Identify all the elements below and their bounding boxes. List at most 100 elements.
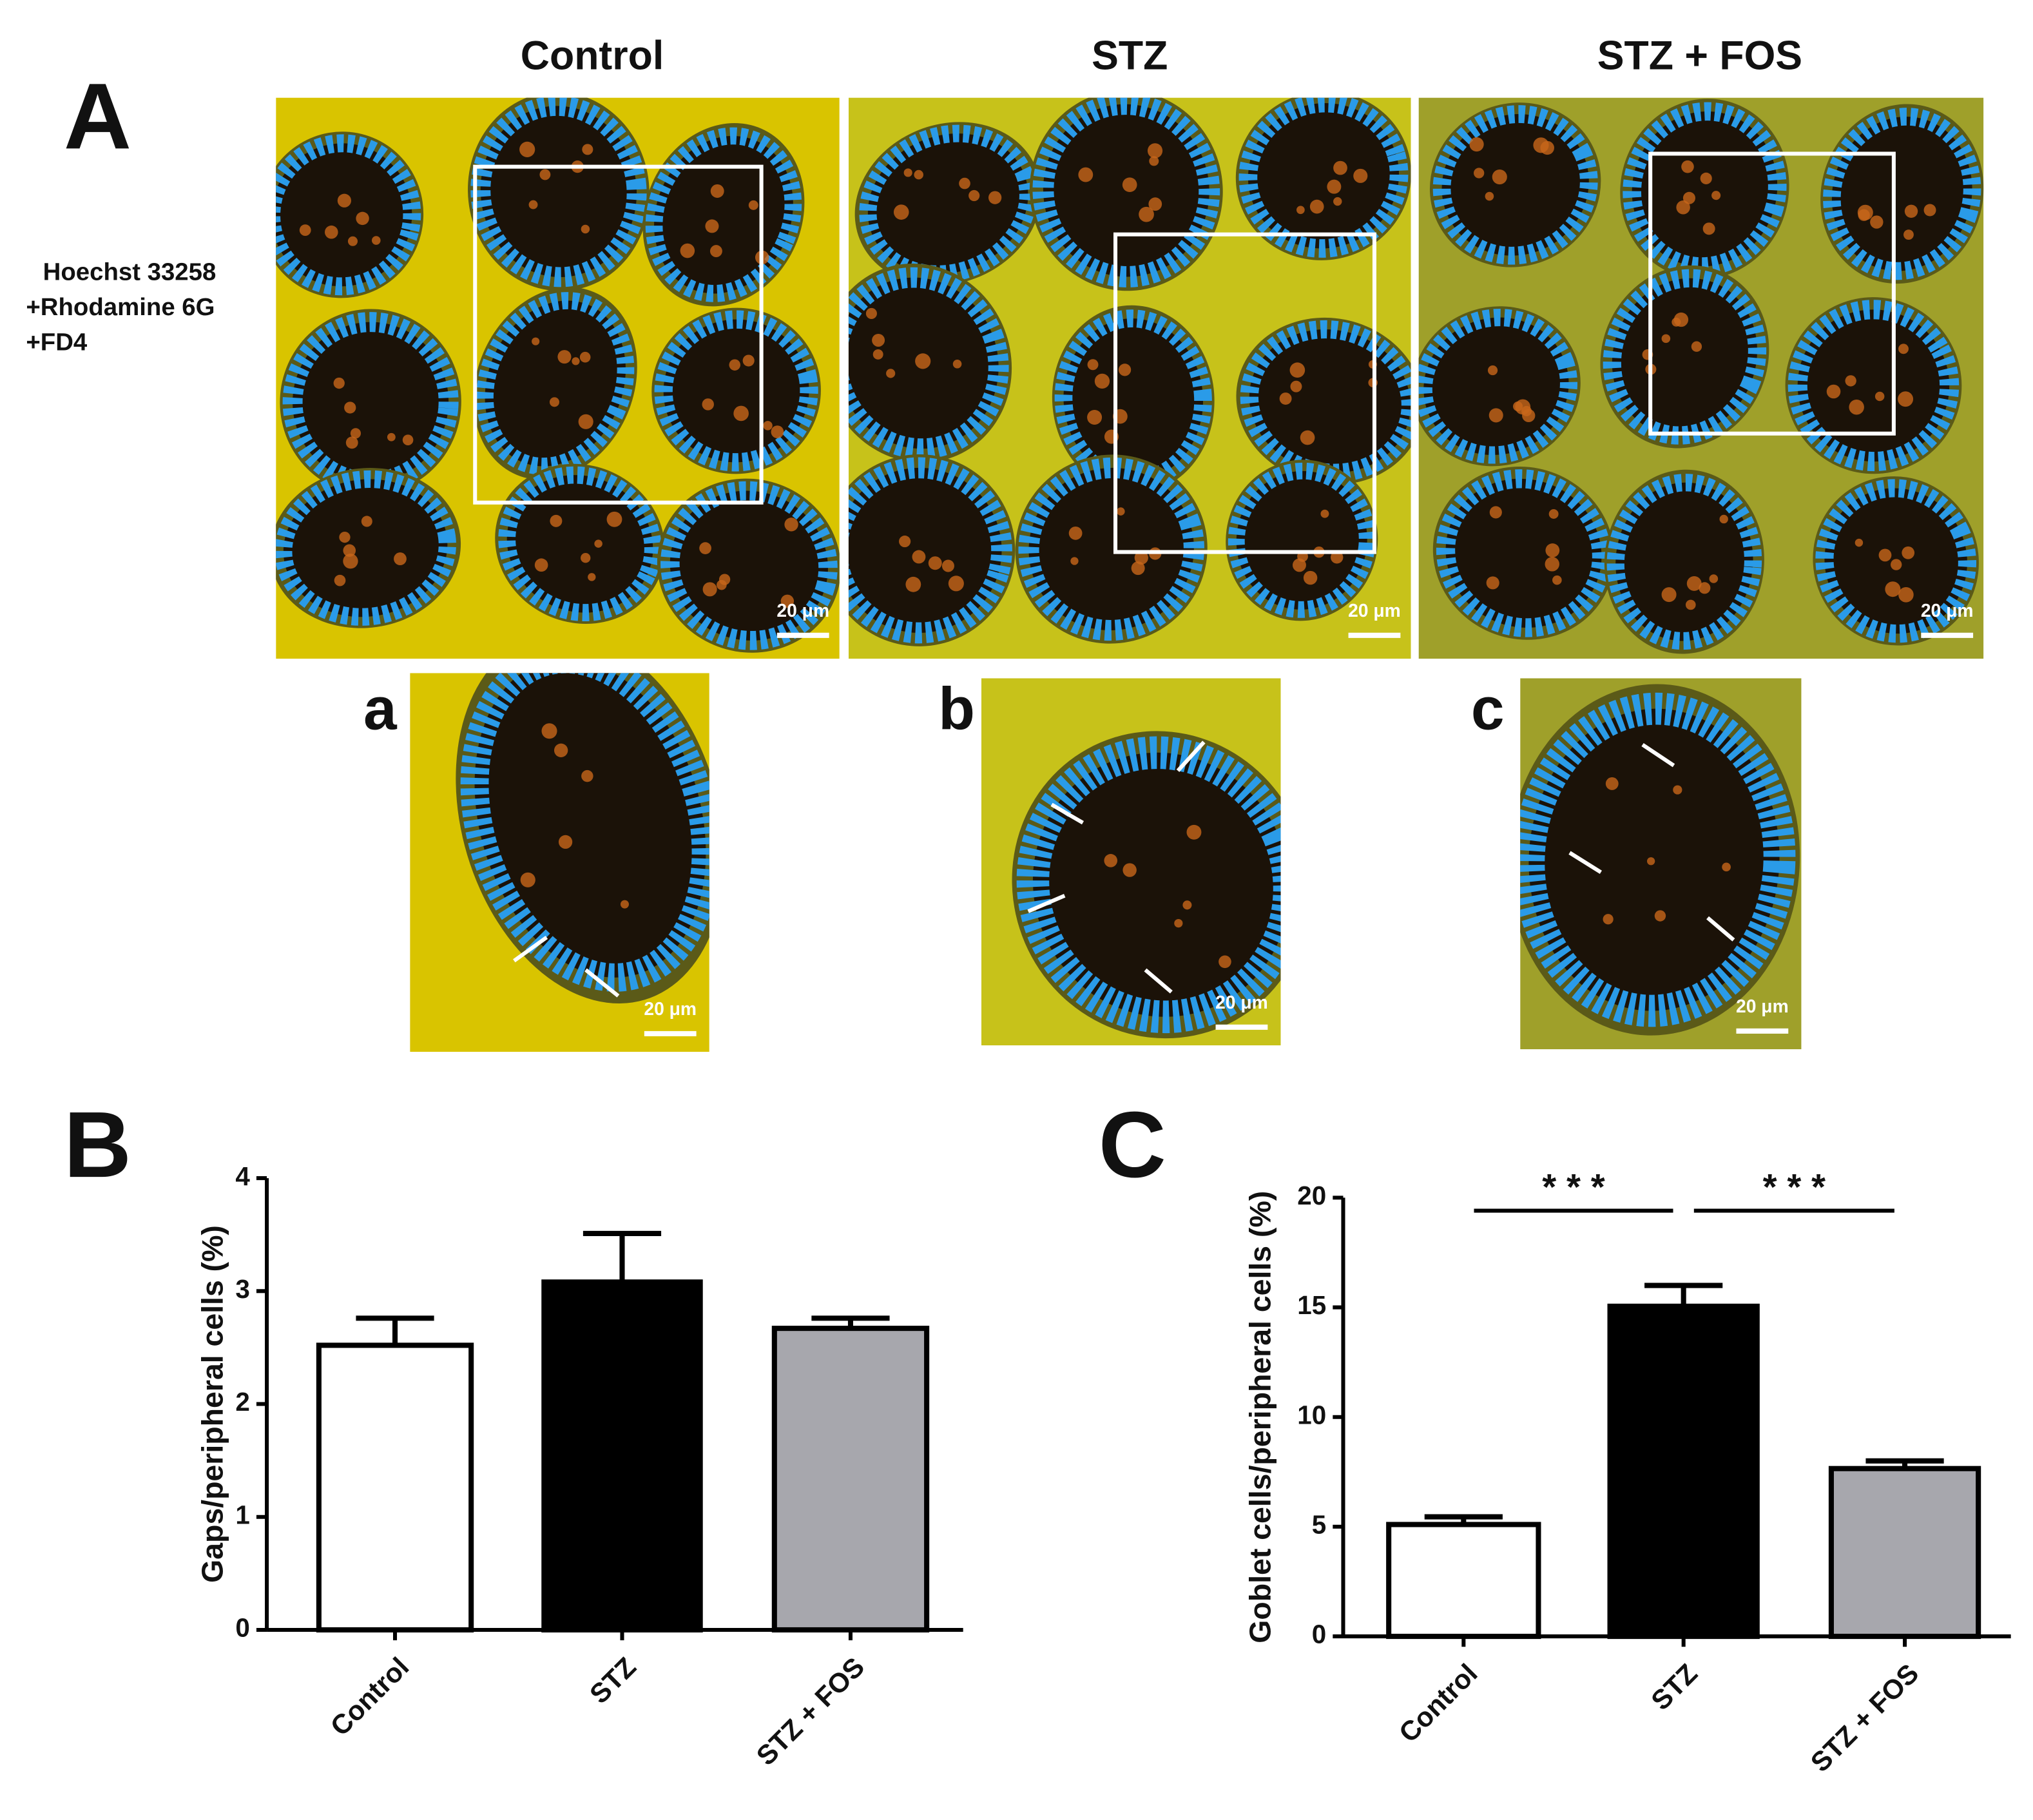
bar <box>541 1279 703 1633</box>
granule <box>1122 177 1137 193</box>
granule <box>1330 551 1344 564</box>
granule <box>1661 587 1677 603</box>
granule <box>1309 199 1324 214</box>
granule <box>1116 507 1125 516</box>
granule <box>948 576 964 592</box>
arrow <box>1176 741 1206 772</box>
crypt-nuclei <box>1623 102 1787 276</box>
granule <box>915 353 931 369</box>
granule <box>1487 365 1498 376</box>
granule <box>1290 380 1302 392</box>
granule <box>1279 392 1292 405</box>
column-title: STZ + FOS <box>1597 34 1802 79</box>
column-title: STZ <box>1092 34 1168 79</box>
granule <box>784 518 798 532</box>
granule <box>872 334 885 347</box>
x-tick-label: Control <box>325 1652 415 1742</box>
granule <box>528 200 538 209</box>
granule <box>702 398 714 411</box>
granule <box>1182 900 1192 910</box>
scale-bar-label: 20 μm <box>644 998 697 1019</box>
panel-label: B <box>64 1092 131 1197</box>
x-tick-label: Control <box>1393 1658 1483 1748</box>
granule <box>558 835 573 849</box>
granule <box>1333 197 1342 206</box>
significance-label: * * * <box>1542 1167 1604 1207</box>
granule <box>343 544 356 557</box>
granule <box>581 224 590 234</box>
granule <box>968 189 980 202</box>
granule <box>1139 206 1154 222</box>
crypt-nuclei <box>498 466 662 622</box>
arrow <box>1568 851 1603 874</box>
y-tick-label: 1 <box>235 1500 249 1529</box>
granule <box>742 354 755 367</box>
granule <box>402 434 414 445</box>
granule <box>886 369 896 378</box>
granule <box>1903 229 1914 240</box>
granule <box>339 531 351 543</box>
granule <box>928 556 942 570</box>
crypt-nuclei <box>1018 457 1204 641</box>
granule <box>1300 430 1315 445</box>
granule <box>1603 914 1614 925</box>
granule <box>1849 399 1864 415</box>
crypt-nuclei <box>460 673 709 992</box>
crypt-nuclei <box>1016 736 1281 1034</box>
granule <box>361 516 372 527</box>
granule <box>1700 172 1712 184</box>
crypt-nuclei <box>654 310 818 472</box>
granule <box>387 432 396 441</box>
granule <box>903 168 912 177</box>
granule <box>1485 191 1494 201</box>
y-axis-label: Goblet cells/peripheral cells (%) <box>1244 1191 1277 1643</box>
granule <box>729 359 741 371</box>
x-tick-label: STZ <box>584 1652 642 1710</box>
micrograph <box>276 97 840 659</box>
granule <box>1134 550 1148 565</box>
granule <box>1492 169 1507 185</box>
granule <box>705 219 719 233</box>
y-tick-label: 5 <box>1312 1510 1326 1540</box>
significance-label: * * * <box>1763 1167 1826 1207</box>
granule <box>1691 341 1702 352</box>
granule <box>1719 514 1728 524</box>
scale-bar-label: 20 μm <box>776 600 829 621</box>
granule <box>1131 561 1145 576</box>
y-axis-label: Gaps/peripheral cells (%) <box>196 1225 229 1583</box>
granule <box>1673 312 1689 327</box>
granule <box>1174 919 1183 928</box>
granule <box>1702 222 1715 235</box>
arrow <box>1706 916 1735 942</box>
granule <box>347 236 358 246</box>
granule <box>1826 384 1841 399</box>
granule <box>594 539 602 548</box>
granule <box>1320 509 1329 518</box>
granule <box>710 184 724 198</box>
bar <box>1828 1466 1981 1640</box>
scale-bar-label: 20 μm <box>1215 992 1268 1012</box>
granule <box>1219 955 1231 969</box>
crypt-nuclei <box>1787 300 1960 472</box>
crypt-nuclei <box>1606 474 1762 650</box>
micrograph <box>848 97 1411 659</box>
granule <box>1104 854 1118 867</box>
y-tick-label: 0 <box>235 1613 249 1643</box>
inset-label: b <box>938 675 975 742</box>
micrograph <box>1520 678 1802 1050</box>
bar <box>316 1342 474 1633</box>
y-tick-label: 2 <box>235 1387 249 1417</box>
arrow <box>1050 802 1084 825</box>
granule <box>606 511 622 527</box>
granule <box>1855 538 1864 547</box>
granule <box>1898 391 1914 407</box>
granule <box>780 594 795 608</box>
granule <box>578 414 593 429</box>
micrograph <box>1418 97 1984 659</box>
scale-bar-label: 20 μm <box>1348 600 1401 621</box>
bar <box>1607 1303 1760 1640</box>
crypt-nuclei <box>1603 269 1767 445</box>
granule <box>1149 156 1159 166</box>
granule <box>733 405 749 421</box>
granule <box>1515 399 1531 415</box>
